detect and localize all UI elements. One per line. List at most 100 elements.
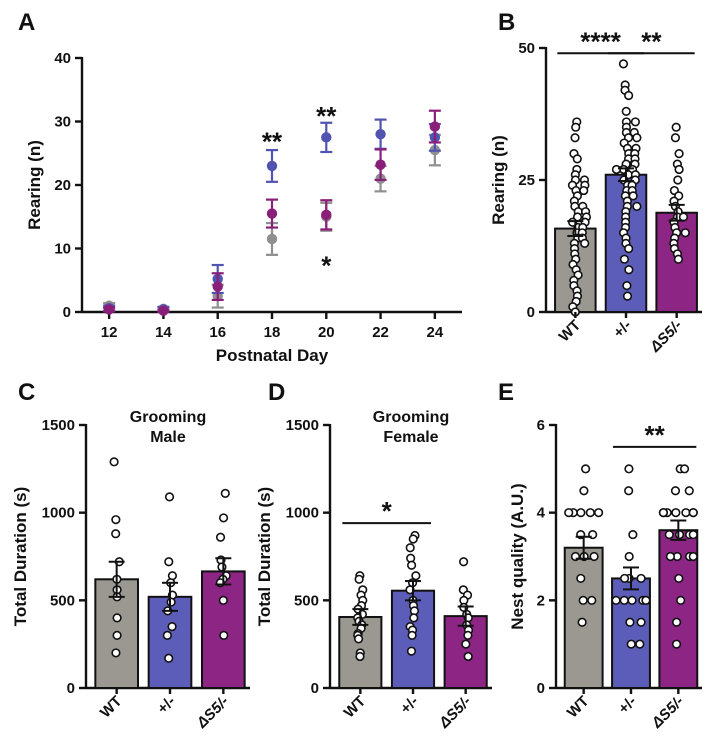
x-tick-label-C: +/- <box>154 693 179 718</box>
data-point-C <box>218 513 229 523</box>
y-tick-label-D: 1500 <box>286 417 319 434</box>
data-point-E <box>611 595 621 605</box>
y-tick-label-D: 0 <box>311 680 319 697</box>
data-point-E <box>684 486 694 496</box>
data-point-E <box>671 508 681 518</box>
data-point-E <box>624 551 634 562</box>
x-tick-label-D: ΔS5/- <box>435 693 474 732</box>
data-point-D <box>459 557 469 567</box>
x-tick-label-E: ΔS5/- <box>648 693 687 732</box>
data-point-D <box>354 574 364 584</box>
data-point-E <box>688 529 698 540</box>
bar-C <box>201 570 246 689</box>
significance-marker: ** <box>316 101 337 131</box>
x-tick-label-B: WT <box>556 317 585 346</box>
y-tick-label-C: 1000 <box>42 505 75 522</box>
significance-marker-D: * <box>382 496 393 526</box>
data-point-het <box>321 132 332 143</box>
data-point-E <box>636 573 646 584</box>
data-point-B <box>570 133 580 143</box>
y-tick-label-B: 25 <box>518 172 535 189</box>
panel-letter-D: D <box>268 379 285 406</box>
data-point-ds5 <box>158 305 169 316</box>
data-point-het <box>266 160 278 172</box>
data-point-E <box>624 464 634 474</box>
data-point-B <box>630 117 640 127</box>
data-point-E <box>670 486 681 496</box>
data-point-D <box>409 613 419 623</box>
significance-marker-B: **** <box>580 26 621 56</box>
data-point-E <box>619 595 629 605</box>
data-point-E <box>577 617 587 627</box>
bar-D <box>443 615 488 690</box>
data-point-E <box>626 639 636 649</box>
x-tick-label-A: 20 <box>318 324 335 341</box>
data-point-E <box>658 508 669 518</box>
data-point-E <box>688 508 698 518</box>
data-point-E <box>664 529 674 540</box>
data-point-E <box>619 573 630 584</box>
y-tick-label-A: 0 <box>63 304 71 321</box>
panel-letter-B: B <box>498 9 515 36</box>
data-point-B <box>619 254 630 264</box>
chart-title-C: Male <box>150 429 186 446</box>
data-point-D <box>406 646 417 656</box>
y-axis-label-C: Total Duration (s) <box>11 487 30 626</box>
y-tick-label-E: 2 <box>537 592 545 609</box>
data-point-E <box>581 464 591 474</box>
data-point-E <box>688 551 698 562</box>
x-tick-label-D: +/- <box>397 693 422 718</box>
significance-marker-B: ** <box>641 26 662 56</box>
data-point-E <box>671 639 682 649</box>
y-tick-label-E: 6 <box>537 417 545 434</box>
data-point-C <box>162 630 172 641</box>
y-axis-label-D: Total Duration (s) <box>255 487 274 626</box>
panel-letter-C: C <box>18 379 35 406</box>
data-point-B <box>632 133 642 143</box>
data-point-B <box>579 185 589 196</box>
data-point-C <box>164 653 174 663</box>
x-tick-label-B: ΔS5/- <box>646 317 685 356</box>
y-tick-label-B: 50 <box>518 40 535 57</box>
y-axis-label-E: Nest quality (A.U.) <box>508 483 527 629</box>
data-point-C <box>219 630 229 641</box>
x-tick-label-A: 16 <box>209 324 226 341</box>
data-point-B <box>624 90 634 101</box>
data-point-B <box>621 106 631 116</box>
data-point-B <box>624 265 634 275</box>
data-point-E <box>625 617 635 627</box>
data-point-B <box>611 164 622 175</box>
y-tick-label-E: 4 <box>537 505 546 522</box>
data-point-B <box>678 212 689 222</box>
chart-title-C: Grooming <box>130 409 206 426</box>
data-point-B <box>580 238 590 248</box>
data-point-B <box>680 228 690 238</box>
data-point-E <box>628 529 638 540</box>
data-point-C <box>109 457 119 467</box>
y-tick-label-E: 0 <box>537 680 545 697</box>
bar-E <box>611 577 651 690</box>
chart-title-D: Female <box>383 429 438 446</box>
data-point-E <box>578 595 588 605</box>
data-point-B <box>632 201 642 211</box>
y-axis-label-A: Rearing (n) <box>25 140 44 230</box>
data-point-wt <box>266 233 278 245</box>
data-point-D <box>407 630 417 641</box>
data-point-E <box>635 639 645 649</box>
data-point-B <box>624 244 634 254</box>
x-tick-label-A: 24 <box>427 324 444 341</box>
data-point-E <box>681 508 691 518</box>
panel-letter-A: A <box>18 9 35 36</box>
data-point-E <box>576 508 586 518</box>
data-point-ds5 <box>103 304 115 315</box>
data-point-B <box>572 154 582 164</box>
x-tick-label-A: 22 <box>372 324 389 341</box>
data-point-B <box>674 149 684 159</box>
data-point-B <box>618 59 629 69</box>
x-axis-label-A: Postnatal Day <box>216 346 329 365</box>
data-point-E <box>589 551 599 562</box>
data-point-D <box>463 651 473 662</box>
y-tick-label-C: 0 <box>67 680 75 697</box>
data-point-E <box>579 486 589 496</box>
data-point-B <box>622 281 632 291</box>
